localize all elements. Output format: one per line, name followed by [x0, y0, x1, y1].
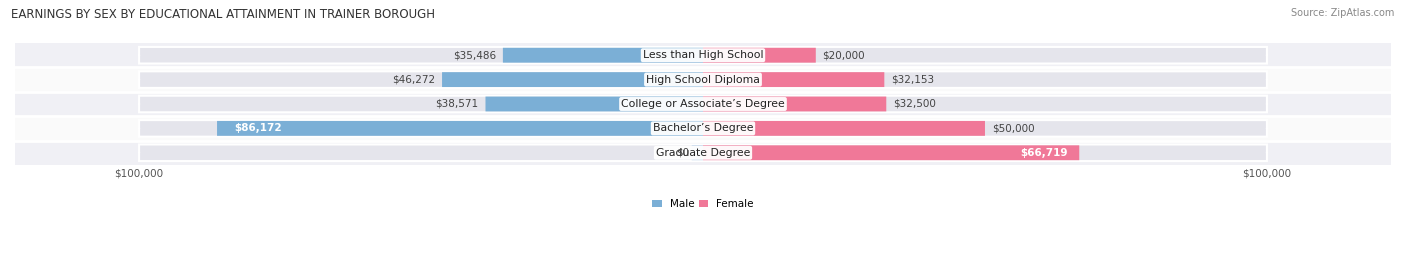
FancyBboxPatch shape [139, 96, 1267, 112]
Text: Source: ZipAtlas.com: Source: ZipAtlas.com [1291, 8, 1395, 18]
Bar [15, 43, 1391, 68]
Text: High School Diploma: High School Diploma [647, 75, 759, 85]
Text: $0: $0 [676, 148, 689, 158]
FancyBboxPatch shape [703, 96, 886, 111]
FancyBboxPatch shape [441, 72, 703, 87]
Text: $86,172: $86,172 [233, 123, 281, 133]
FancyBboxPatch shape [692, 145, 703, 160]
FancyBboxPatch shape [485, 96, 703, 111]
FancyBboxPatch shape [703, 72, 884, 87]
FancyBboxPatch shape [503, 48, 703, 63]
Bar [15, 116, 1391, 141]
Text: Bachelor’s Degree: Bachelor’s Degree [652, 123, 754, 133]
Text: $50,000: $50,000 [991, 123, 1035, 133]
FancyBboxPatch shape [703, 48, 815, 63]
Bar [15, 68, 1391, 92]
FancyBboxPatch shape [217, 121, 703, 136]
Text: $35,486: $35,486 [453, 50, 496, 60]
Text: $38,571: $38,571 [436, 99, 478, 109]
Text: College or Associate’s Degree: College or Associate’s Degree [621, 99, 785, 109]
Text: $66,719: $66,719 [1021, 148, 1069, 158]
Bar [15, 141, 1391, 165]
Text: EARNINGS BY SEX BY EDUCATIONAL ATTAINMENT IN TRAINER BOROUGH: EARNINGS BY SEX BY EDUCATIONAL ATTAINMEN… [11, 8, 436, 21]
Text: $32,500: $32,500 [893, 99, 936, 109]
FancyBboxPatch shape [139, 71, 1267, 88]
Text: $46,272: $46,272 [392, 75, 436, 85]
Text: $20,000: $20,000 [823, 50, 865, 60]
FancyBboxPatch shape [139, 47, 1267, 64]
FancyBboxPatch shape [703, 121, 986, 136]
FancyBboxPatch shape [139, 120, 1267, 137]
Legend: Male, Female: Male, Female [648, 195, 758, 213]
Text: $32,153: $32,153 [891, 75, 934, 85]
Bar [15, 92, 1391, 116]
FancyBboxPatch shape [139, 144, 1267, 161]
Text: Less than High School: Less than High School [643, 50, 763, 60]
Text: Graduate Degree: Graduate Degree [655, 148, 751, 158]
FancyBboxPatch shape [703, 145, 1080, 160]
